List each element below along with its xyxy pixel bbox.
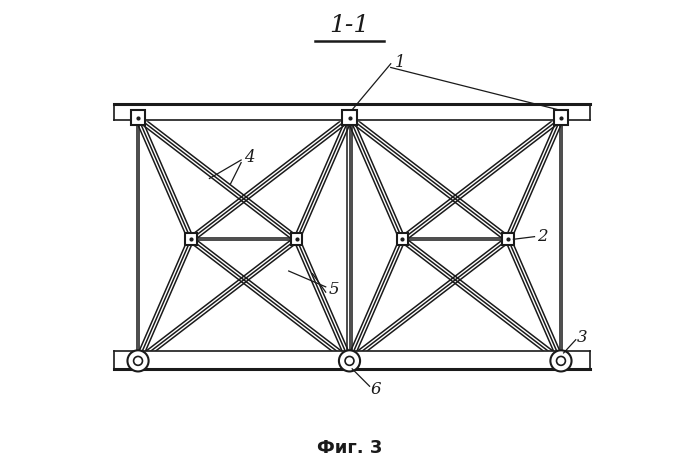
- Bar: [185, 234, 196, 245]
- Text: 3: 3: [577, 329, 587, 345]
- Circle shape: [339, 351, 360, 372]
- Circle shape: [556, 357, 565, 366]
- Circle shape: [134, 357, 143, 366]
- Text: 6: 6: [370, 381, 381, 398]
- Text: 4: 4: [244, 149, 254, 166]
- Text: Фиг. 3: Фиг. 3: [317, 439, 382, 457]
- Bar: [554, 110, 568, 125]
- Bar: [131, 110, 145, 125]
- Circle shape: [345, 357, 354, 366]
- Text: 2: 2: [537, 228, 548, 245]
- Bar: [291, 234, 303, 245]
- Text: 1: 1: [394, 54, 405, 71]
- Bar: [342, 110, 357, 125]
- Bar: [396, 234, 408, 245]
- Circle shape: [127, 351, 149, 372]
- Text: 1-1: 1-1: [329, 14, 370, 37]
- Bar: [503, 234, 514, 245]
- Text: 5: 5: [329, 281, 339, 298]
- Circle shape: [550, 351, 572, 372]
